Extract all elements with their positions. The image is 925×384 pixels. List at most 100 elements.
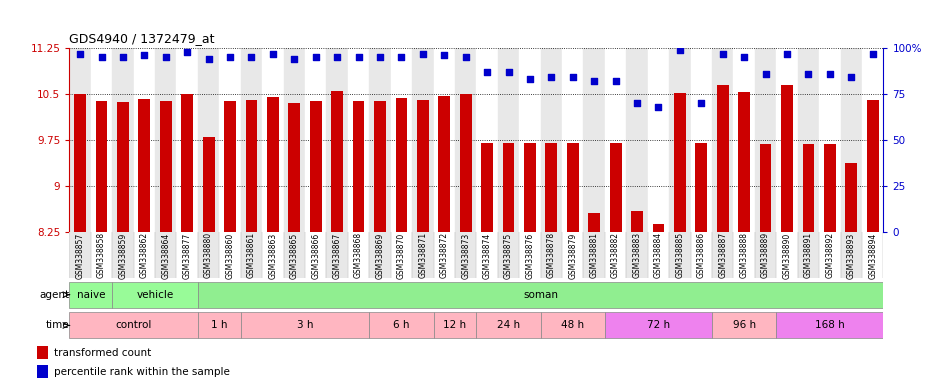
Bar (524, 143, 536, 232)
Text: 96 h: 96 h (733, 320, 756, 331)
Bar (327, 48, 348, 232)
Bar (562, 232, 584, 278)
Bar (776, 48, 797, 232)
Bar (610, 143, 622, 232)
Bar (862, 232, 883, 278)
Bar (476, 232, 498, 278)
Text: GSM338874: GSM338874 (483, 232, 491, 278)
Bar (626, 232, 647, 278)
Point (179, 49, 194, 55)
Text: GSM338873: GSM338873 (462, 232, 470, 278)
Bar (262, 232, 284, 278)
Bar (696, 143, 708, 232)
Text: GSM338866: GSM338866 (311, 232, 320, 278)
Bar (562, 48, 584, 232)
Bar (69, 232, 91, 278)
Point (116, 54, 130, 60)
Bar (155, 232, 177, 278)
Bar (755, 48, 776, 232)
Bar (284, 48, 305, 232)
Point (308, 54, 323, 60)
Point (565, 74, 580, 81)
Bar (588, 213, 600, 232)
Bar (219, 232, 240, 278)
Text: GSM338884: GSM338884 (654, 232, 663, 278)
Point (437, 52, 451, 58)
Point (244, 54, 259, 60)
Bar (820, 232, 841, 278)
Bar (177, 232, 198, 278)
Point (265, 50, 280, 56)
Text: GSM338871: GSM338871 (418, 232, 427, 278)
Bar (455, 48, 476, 232)
Text: naive: naive (77, 290, 105, 300)
Bar (112, 232, 133, 278)
Text: GSM338888: GSM338888 (740, 232, 748, 278)
Bar (203, 137, 215, 232)
Text: GSM338870: GSM338870 (397, 232, 406, 278)
Bar (112, 48, 133, 232)
FancyBboxPatch shape (198, 313, 240, 338)
Bar (734, 48, 755, 232)
Bar (219, 48, 240, 232)
Point (329, 54, 344, 60)
Text: GSM338861: GSM338861 (247, 232, 256, 278)
Bar (413, 48, 434, 232)
Bar (584, 48, 605, 232)
Text: GSM338882: GSM338882 (611, 232, 620, 278)
Text: 1 h: 1 h (211, 320, 228, 331)
Text: GSM338880: GSM338880 (204, 232, 213, 278)
FancyBboxPatch shape (605, 313, 712, 338)
Bar (160, 101, 172, 232)
Bar (519, 48, 540, 232)
Bar (631, 211, 643, 232)
Bar (584, 232, 605, 278)
Text: GSM338892: GSM338892 (825, 232, 834, 278)
Bar (803, 144, 814, 232)
Text: GSM338863: GSM338863 (268, 232, 278, 278)
Bar (348, 232, 369, 278)
Point (352, 54, 366, 60)
Bar (327, 232, 348, 278)
Point (415, 50, 430, 56)
FancyBboxPatch shape (434, 313, 476, 338)
Point (158, 54, 173, 60)
Bar (369, 232, 390, 278)
Bar (460, 94, 472, 232)
Bar (674, 93, 685, 232)
Text: 168 h: 168 h (815, 320, 845, 331)
Bar (755, 232, 776, 278)
Point (736, 54, 751, 60)
Bar (262, 48, 284, 232)
Text: 48 h: 48 h (561, 320, 585, 331)
Bar (181, 94, 193, 232)
Bar (862, 48, 883, 232)
Point (609, 78, 623, 84)
Bar (648, 48, 669, 232)
Point (137, 52, 152, 58)
Bar (390, 48, 413, 232)
Text: percentile rank within the sample: percentile rank within the sample (54, 367, 229, 377)
Text: GSM338858: GSM338858 (97, 232, 106, 278)
Bar (396, 98, 407, 232)
FancyBboxPatch shape (476, 313, 540, 338)
Bar (117, 102, 129, 232)
Point (801, 71, 816, 77)
Point (844, 74, 858, 81)
FancyBboxPatch shape (69, 313, 198, 338)
Text: GSM338881: GSM338881 (590, 232, 598, 278)
Bar (759, 144, 771, 232)
Bar (240, 48, 262, 232)
Bar (37, 365, 48, 378)
Text: GSM338869: GSM338869 (376, 232, 385, 278)
Point (822, 71, 837, 77)
Point (394, 54, 409, 60)
Bar (669, 232, 691, 278)
Text: agent: agent (40, 290, 69, 300)
Text: GSM338862: GSM338862 (140, 232, 149, 278)
Bar (781, 85, 793, 232)
FancyBboxPatch shape (240, 313, 369, 338)
Bar (245, 100, 257, 232)
Bar (652, 224, 664, 232)
Text: GSM338885: GSM338885 (675, 232, 684, 278)
